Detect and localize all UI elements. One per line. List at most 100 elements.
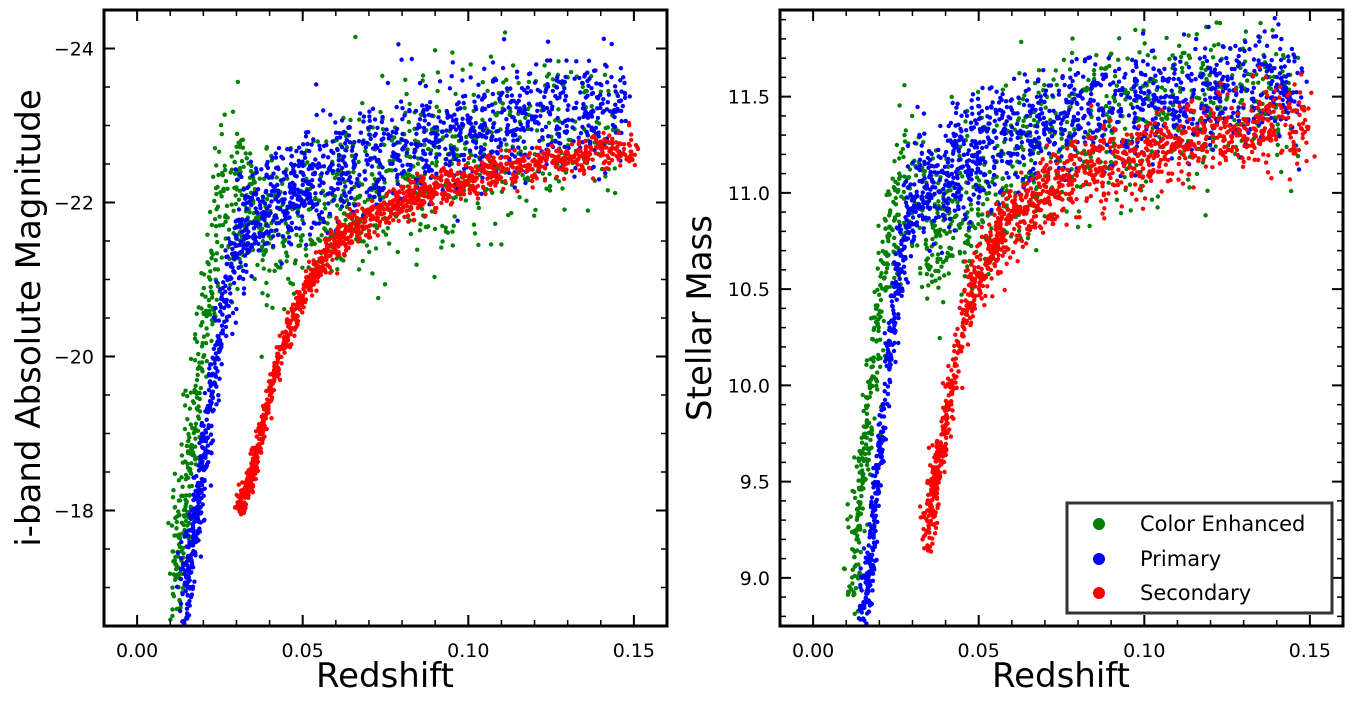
data-point — [898, 150, 904, 155]
data-point — [370, 204, 376, 209]
data-point — [194, 311, 199, 316]
data-point — [915, 243, 920, 248]
data-point — [187, 493, 192, 498]
data-point — [557, 126, 562, 131]
data-point — [213, 351, 219, 356]
data-point — [449, 74, 454, 79]
data-point — [322, 201, 327, 207]
data-point — [1122, 126, 1128, 131]
data-point — [293, 225, 299, 231]
data-point — [407, 109, 412, 114]
data-point — [241, 286, 247, 291]
data-point — [626, 120, 632, 126]
data-point — [353, 34, 358, 40]
data-point — [918, 265, 923, 271]
data-point — [569, 142, 575, 147]
data-point — [935, 252, 941, 257]
data-point — [534, 128, 540, 133]
data-point — [183, 589, 188, 594]
data-point — [602, 72, 608, 78]
data-point — [471, 139, 476, 144]
data-point — [608, 146, 613, 152]
data-point — [269, 199, 274, 204]
data-point — [629, 132, 634, 137]
data-point — [395, 249, 400, 255]
data-point — [512, 154, 518, 159]
data-point — [252, 220, 257, 225]
data-point — [298, 234, 303, 239]
data-point — [325, 155, 331, 160]
data-point — [957, 251, 963, 256]
data-point — [1016, 228, 1022, 233]
data-point — [495, 151, 500, 156]
data-point — [570, 118, 575, 123]
data-point — [525, 175, 530, 180]
data-point — [230, 265, 235, 270]
data-point — [855, 506, 860, 512]
data-point — [217, 376, 222, 381]
data-point — [244, 269, 249, 274]
data-point — [400, 146, 405, 152]
data-point — [533, 207, 538, 213]
data-point — [556, 107, 561, 112]
data-point — [859, 440, 865, 445]
data-point — [509, 129, 514, 134]
data-point — [854, 464, 859, 469]
data-point — [607, 133, 612, 138]
data-point — [486, 173, 492, 178]
data-point — [372, 155, 377, 160]
data-point — [1116, 57, 1121, 62]
data-point — [339, 204, 345, 209]
data-point — [223, 167, 228, 173]
data-point — [518, 163, 523, 168]
data-point — [304, 242, 309, 248]
data-point — [420, 78, 425, 83]
data-point — [605, 139, 611, 144]
data-point — [170, 585, 175, 590]
data-point — [230, 310, 236, 316]
data-point — [181, 507, 187, 513]
data-point — [170, 613, 175, 619]
data-point — [429, 113, 434, 118]
data-point — [514, 105, 519, 110]
data-point — [419, 156, 424, 161]
data-point — [593, 151, 598, 156]
data-point — [555, 115, 560, 121]
data-point — [358, 130, 364, 135]
data-point — [239, 192, 244, 198]
y-tick-label: −18 — [54, 501, 94, 523]
data-point — [1009, 183, 1014, 188]
data-point — [378, 197, 383, 202]
data-point — [402, 214, 407, 220]
data-point — [179, 520, 184, 525]
data-point — [868, 437, 873, 443]
data-point — [246, 234, 251, 240]
data-point — [363, 177, 368, 182]
data-point — [453, 134, 458, 139]
data-point — [334, 203, 340, 208]
data-point — [227, 286, 232, 291]
data-point — [975, 89, 981, 95]
data-point — [306, 276, 311, 281]
data-point — [584, 152, 589, 157]
data-point — [610, 136, 615, 142]
data-point — [378, 109, 383, 115]
data-point — [429, 148, 434, 153]
data-point — [502, 179, 508, 184]
data-point — [422, 142, 427, 147]
data-point — [299, 214, 305, 219]
data-point — [856, 458, 862, 464]
data-point — [545, 84, 551, 89]
data-point — [521, 139, 526, 144]
data-point — [896, 212, 901, 217]
data-point — [562, 207, 567, 212]
data-point — [195, 509, 200, 515]
data-point — [555, 75, 560, 80]
data-point — [336, 244, 341, 249]
data-point — [421, 125, 427, 131]
data-point — [300, 182, 305, 188]
data-point — [209, 250, 214, 255]
data-point — [193, 436, 198, 441]
data-point — [599, 82, 604, 88]
series-primary — [174, 36, 632, 626]
